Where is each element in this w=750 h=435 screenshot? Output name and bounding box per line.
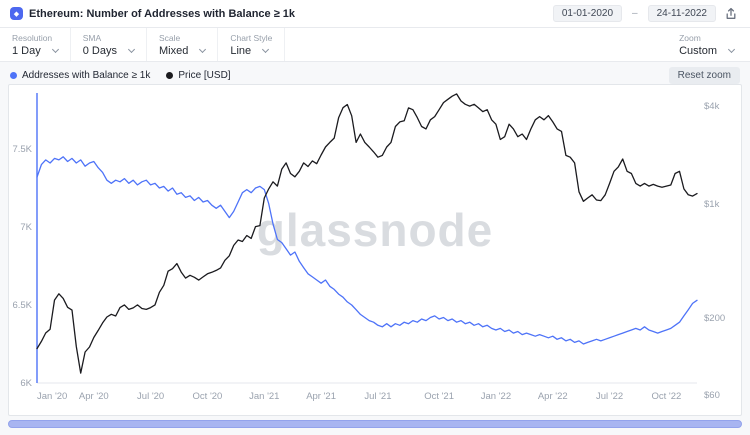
scale-label: Scale [159,32,181,43]
svg-text:6.5K: 6.5K [12,300,32,311]
chevron-down-icon [51,45,59,54]
chart-scrollbar[interactable] [8,420,742,428]
svg-text:$200: $200 [704,313,725,324]
price-chart[interactable]: 7.5K 7K 6.5K 6K $4k $1k $200 $60 Jan '20 Apr '20 J… [9,85,741,415]
export-icon[interactable] [722,5,740,23]
zoom-dropdown[interactable]: Zoom Custom [667,28,750,61]
svg-text:Oct '21: Oct '21 [424,391,454,402]
legend-label-addresses: Addresses with Balance ≥ 1k [22,69,151,81]
header: ◆ Ethereum: Number of Addresses with Bal… [0,0,750,28]
svg-text:Jan '20: Jan '20 [37,391,67,402]
svg-text:7.5K: 7.5K [12,144,32,155]
scale-value: Mixed [159,44,189,57]
sma-dropdown[interactable]: SMA 0 Days [71,28,147,61]
zoom-label: Zoom [679,32,701,43]
svg-text:6K: 6K [20,378,32,389]
series-dot-black [166,71,174,79]
legend-label-price: Price [USD] [178,69,231,81]
ethereum-icon: ◆ [10,7,23,20]
series-dot-blue [10,71,17,79]
chevron-down-icon [262,45,270,54]
chart-style-label: Chart Style [230,32,273,43]
sma-value: 0 Days [82,44,117,57]
chevron-down-icon [727,45,736,54]
chart-style-dropdown[interactable]: Chart Style Line [218,28,286,61]
svg-text:Jul '21: Jul '21 [364,391,391,402]
date-range: 01-01-2020 – 24-11-2022 [552,5,716,22]
legend: Addresses with Balance ≥ 1k Price [USD] … [8,66,742,84]
svg-text:Jul '22: Jul '22 [596,391,623,402]
zoom-value: Custom [679,44,717,57]
svg-text:Jul '20: Jul '20 [137,391,164,402]
glassnode-watermark: glassnode [256,204,494,256]
svg-text:Jan '21: Jan '21 [249,391,279,402]
page-title: Ethereum: Number of Addresses with Balan… [29,7,296,20]
date-range-separator: – [632,8,638,19]
chart-area[interactable]: glassnode 7.5K 7K 6.5K 6K $4k $1k $200 $60 Jan '… [8,84,742,416]
svg-text:$60: $60 [704,390,720,401]
svg-text:Oct '22: Oct '22 [651,391,681,402]
svg-text:7K: 7K [20,222,32,233]
svg-text:Jan '22: Jan '22 [481,391,511,402]
chart-toolbar: Resolution 1 Day SMA 0 Days Scale Mixed … [0,28,750,62]
svg-text:$1k: $1k [704,199,720,210]
resolution-label: Resolution [12,32,53,43]
chart-style-value: Line [230,44,252,57]
reset-zoom-button[interactable]: Reset zoom [668,66,740,84]
svg-text:Oct '20: Oct '20 [193,391,223,402]
sma-label: SMA [82,32,102,43]
svg-text:Apr '20: Apr '20 [79,391,109,402]
svg-text:$4k: $4k [704,101,720,112]
resolution-value: 1 Day [12,44,41,57]
svg-text:Apr '21: Apr '21 [306,391,336,402]
legend-item-addresses[interactable]: Addresses with Balance ≥ 1k [10,70,150,81]
chart-scrollbar-thumb[interactable] [8,420,742,428]
legend-item-price[interactable]: Price [USD] [166,69,231,81]
chevron-down-icon [199,45,207,54]
chart-region: Addresses with Balance ≥ 1k Price [USD] … [0,62,750,435]
scale-dropdown[interactable]: Scale Mixed [147,28,219,61]
chevron-down-icon [127,45,136,54]
resolution-dropdown[interactable]: Resolution 1 Day [0,28,71,61]
date-to-input[interactable]: 24-11-2022 [647,5,716,22]
date-from-input[interactable]: 01-01-2020 [552,5,623,22]
svg-text:Apr '22: Apr '22 [538,391,568,402]
